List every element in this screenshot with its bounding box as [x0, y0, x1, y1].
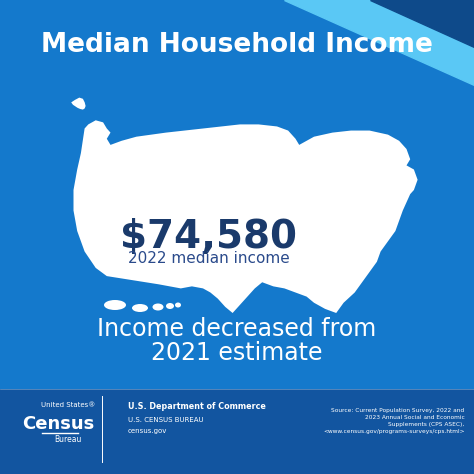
Ellipse shape: [153, 303, 164, 310]
Polygon shape: [0, 389, 474, 474]
Ellipse shape: [166, 303, 174, 309]
Text: $74,580: $74,580: [120, 218, 297, 256]
Ellipse shape: [104, 300, 126, 310]
Polygon shape: [284, 0, 474, 85]
Polygon shape: [370, 0, 474, 47]
Text: U.S. Department of Commerce: U.S. Department of Commerce: [128, 402, 266, 411]
Text: U.S. CENSUS BUREAU: U.S. CENSUS BUREAU: [128, 417, 204, 423]
Text: Source: Current Population Survey, 2022 and
2023 Annual Social and Economic
Supp: Source: Current Population Survey, 2022 …: [323, 408, 465, 434]
Text: 2021 estimate: 2021 estimate: [151, 341, 323, 365]
Text: Census: Census: [22, 415, 94, 433]
Text: Median Household Income: Median Household Income: [41, 32, 433, 58]
Text: Income decreased from: Income decreased from: [97, 318, 377, 341]
Ellipse shape: [175, 302, 181, 308]
Polygon shape: [73, 120, 418, 313]
Polygon shape: [71, 98, 86, 109]
Ellipse shape: [132, 304, 148, 312]
Text: United States®: United States®: [41, 402, 95, 408]
Text: Bureau: Bureau: [55, 436, 82, 444]
Text: census.gov: census.gov: [128, 428, 167, 434]
Text: 2022 median income: 2022 median income: [128, 251, 290, 266]
